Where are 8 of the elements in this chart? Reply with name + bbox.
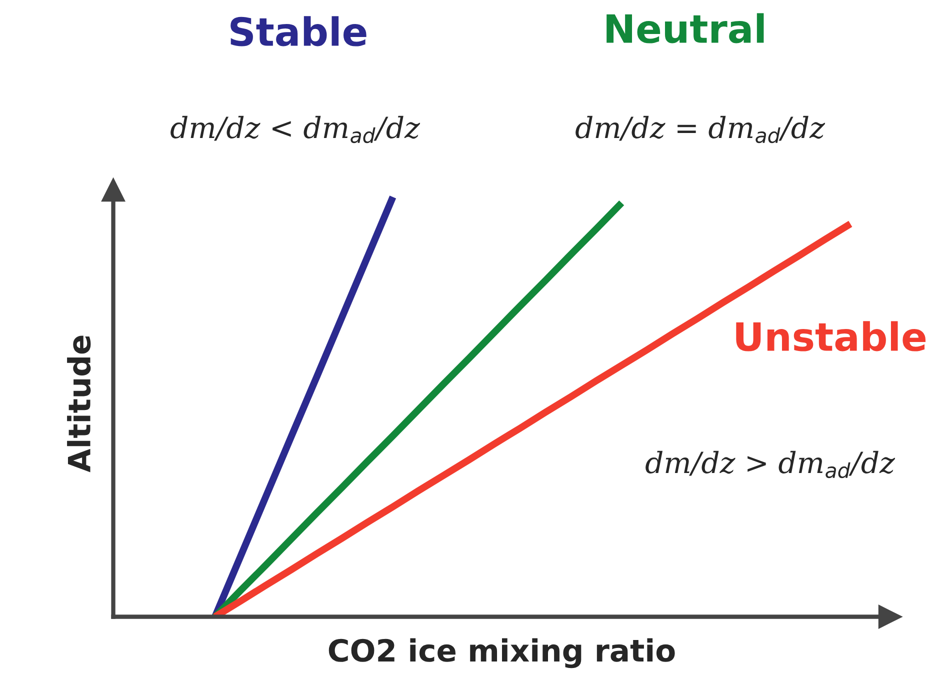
text: Neutral bbox=[606, 13, 764, 44]
series-label: Unstable bbox=[736, 321, 926, 352]
x-axis-title: CO2 ice mixing ratio bbox=[328, 638, 675, 668]
y-axis-title: Altitude bbox=[67, 336, 91, 472]
text: Stable bbox=[230, 16, 366, 46]
annotation: dm/dz > dm$_{ad}$/dz bbox=[646, 450, 896, 478]
text: dm/dz = dm$_{ad}$/dz bbox=[576, 116, 826, 144]
text: dm/dz < dm$_{ad}$/dz bbox=[170, 116, 420, 144]
